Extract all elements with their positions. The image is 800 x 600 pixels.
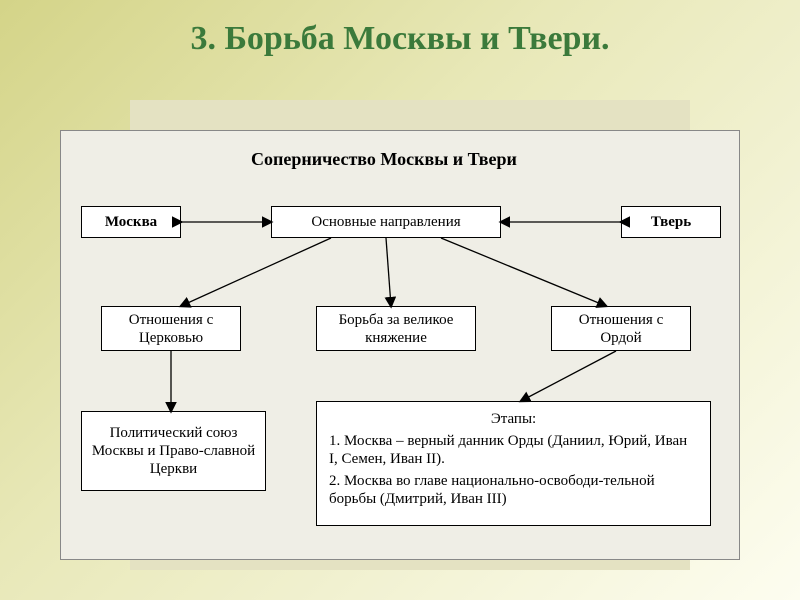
node-label: Политический союз Москвы и Право-славной… [88, 424, 259, 478]
diagram-panel: Соперничество Москвы и Твери Москва Осно… [60, 130, 740, 560]
node-tver: Тверь [621, 206, 721, 238]
node-directions: Основные направления [271, 206, 501, 238]
node-label: Борьба за великое княжение [323, 311, 469, 347]
node-label: Отношения с Ордой [558, 311, 684, 347]
node-kniazh: Борьба за великое княжение [316, 306, 476, 351]
node-label: Тверь [651, 213, 691, 231]
stages-box: Этапы: 1. Москва – верный данник Орды (Д… [316, 401, 711, 526]
diagram-subtitle: Соперничество Москвы и Твери [251, 149, 517, 170]
node-label: Основные направления [311, 213, 460, 231]
stages-item: 1. Москва – верный данник Орды (Даниил, … [329, 432, 698, 468]
node-union: Политический союз Москвы и Право-славной… [81, 411, 266, 491]
slide-title: 3. Борьба Москвы и Твери. [0, 0, 800, 71]
node-label: Москва [105, 213, 157, 231]
node-church: Отношения с Церковью [101, 306, 241, 351]
node-moscow: Москва [81, 206, 181, 238]
node-label: Отношения с Церковью [108, 311, 234, 347]
stages-title: Этапы: [329, 410, 698, 428]
stages-item: 2. Москва во главе национально-освободи-… [329, 472, 698, 508]
node-horde: Отношения с Ордой [551, 306, 691, 351]
